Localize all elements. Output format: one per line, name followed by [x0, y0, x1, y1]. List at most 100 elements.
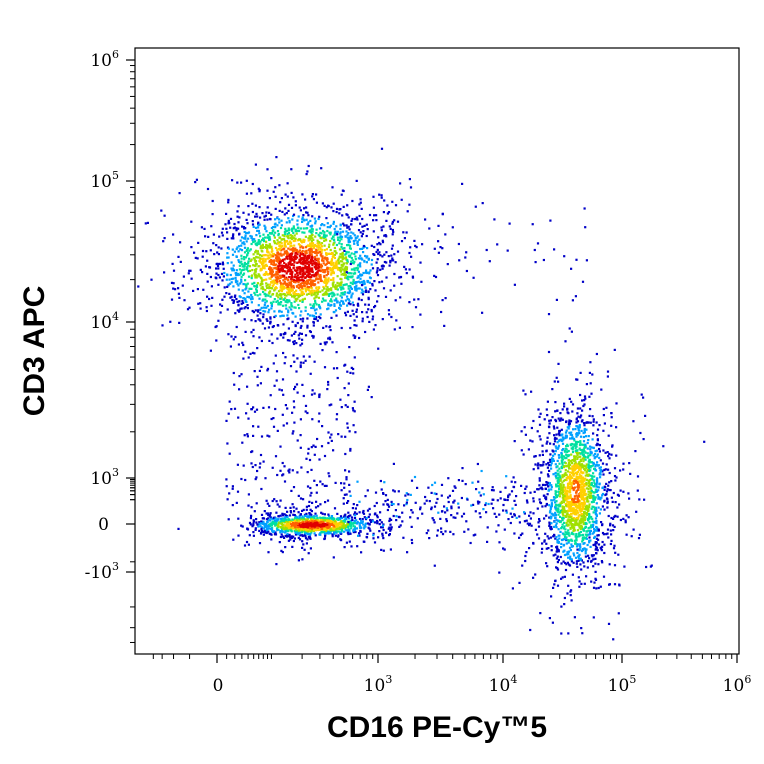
- event-dot: [347, 225, 350, 228]
- event-dot: [279, 281, 282, 284]
- event-dot: [284, 514, 287, 517]
- event-dot: [323, 299, 326, 302]
- event-dot: [307, 287, 310, 290]
- event-dot: [571, 450, 575, 454]
- event-dot: [316, 271, 319, 274]
- event-dot: [243, 268, 246, 271]
- event-dot: [277, 218, 281, 221]
- event-dot: [283, 524, 286, 527]
- event-dot: [305, 522, 308, 525]
- event-dot: [202, 288, 205, 291]
- event-dot: [565, 445, 568, 448]
- event-dot: [331, 271, 334, 274]
- event-dot: [346, 304, 349, 307]
- event-dot: [431, 517, 434, 520]
- event-dot: [329, 338, 332, 341]
- event-dot: [373, 214, 376, 217]
- event-dot: [603, 468, 606, 472]
- event-dot: [596, 534, 599, 537]
- event-dot: [566, 492, 569, 495]
- event-dot: [330, 263, 333, 267]
- event-dot: [335, 285, 338, 288]
- event-dot: [269, 253, 272, 256]
- event-dot: [292, 239, 295, 243]
- event-dot: [253, 238, 256, 241]
- event-dot: [624, 521, 627, 524]
- event-dot: [365, 269, 368, 272]
- event-dot: [593, 498, 597, 501]
- event-dot: [284, 244, 287, 247]
- event-dot: [248, 287, 251, 290]
- event-dot: [242, 301, 245, 304]
- event-dot: [297, 286, 300, 290]
- event-dot: [532, 542, 535, 545]
- event-dot: [327, 252, 330, 255]
- event-dot: [278, 541, 281, 544]
- event-dot: [266, 257, 269, 260]
- event-dot: [244, 350, 247, 353]
- event-dot: [196, 257, 199, 260]
- event-dot: [579, 435, 583, 438]
- event-dot: [399, 296, 402, 299]
- event-dot: [368, 513, 371, 516]
- event-dot: [248, 265, 252, 268]
- event-dot: [368, 281, 371, 284]
- event-dot: [565, 429, 568, 432]
- event-dot: [309, 522, 312, 525]
- event-dot: [576, 454, 579, 457]
- event-dot: [310, 275, 313, 279]
- event-dot: [545, 562, 548, 565]
- event-dot: [295, 289, 298, 292]
- event-dot: [356, 267, 360, 270]
- event-dot: [327, 294, 331, 297]
- event-dot: [570, 447, 573, 450]
- event-dot: [547, 485, 550, 488]
- event-dot: [582, 514, 585, 517]
- event-dot: [284, 524, 287, 527]
- event-dot: [272, 261, 275, 264]
- event-dot: [206, 295, 209, 298]
- event-dot: [524, 393, 527, 396]
- event-dot: [219, 303, 222, 306]
- event-dot: [358, 511, 361, 514]
- event-dot: [248, 521, 252, 524]
- event-dot: [327, 270, 330, 273]
- event-dot: [279, 269, 283, 272]
- event-dot: [575, 519, 578, 522]
- event-dot: [292, 539, 295, 543]
- event-dot: [201, 249, 205, 253]
- event-dot: [342, 189, 345, 193]
- event-dot: [275, 280, 279, 283]
- event-dot: [590, 507, 593, 510]
- event-dot: [322, 531, 325, 534]
- event-dot: [317, 217, 320, 221]
- event-dot: [385, 251, 388, 254]
- event-dot: [578, 443, 582, 447]
- event-dot: [276, 276, 279, 279]
- event-dot: [301, 546, 304, 549]
- event-dot: [388, 526, 391, 529]
- event-dot: [598, 456, 601, 459]
- event-dot: [259, 525, 262, 528]
- event-dot: [321, 248, 324, 251]
- event-dot: [306, 279, 309, 282]
- event-dot: [248, 249, 251, 252]
- event-dot: [282, 274, 285, 277]
- event-dot: [568, 513, 571, 517]
- event-dot: [283, 261, 286, 264]
- event-dot: [586, 566, 589, 569]
- event-dot: [267, 311, 270, 314]
- event-dot: [394, 299, 397, 302]
- event-dot: [264, 236, 267, 239]
- event-dot: [361, 317, 364, 320]
- event-dot: [330, 298, 333, 301]
- event-dot: [287, 286, 291, 289]
- event-dot: [263, 525, 266, 528]
- event-dot: [258, 259, 261, 262]
- event-dot: [281, 551, 284, 554]
- event-dot: [306, 516, 309, 519]
- event-dot: [367, 526, 370, 529]
- event-dot: [242, 237, 245, 240]
- event-dot: [258, 274, 261, 277]
- event-dot: [571, 507, 574, 510]
